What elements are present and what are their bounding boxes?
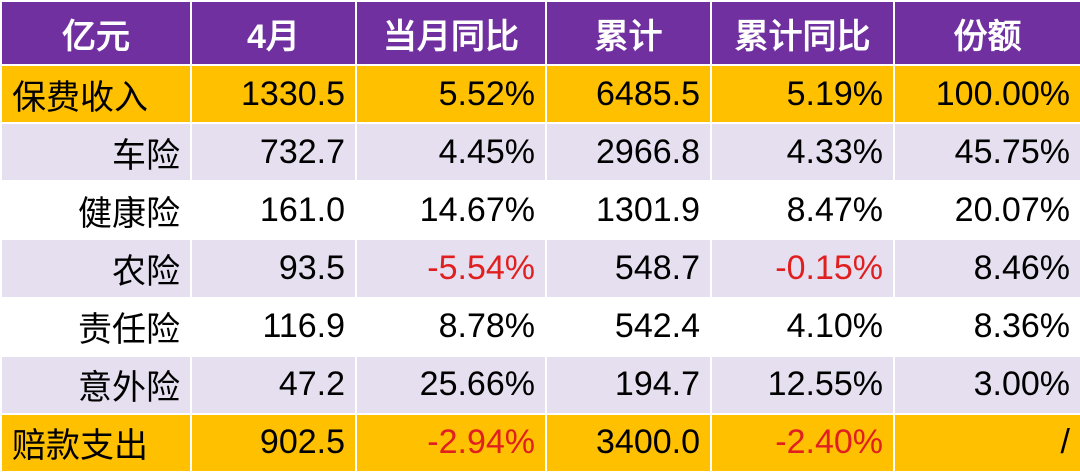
cell: 93.5 (190, 238, 357, 299)
cell: 5.52% (355, 63, 547, 125)
cell: 8.46% (893, 238, 1080, 299)
table-row: 车险 732.7 4.45% 2966.8 4.33% 45.75% (0, 122, 1080, 183)
cell: / (893, 412, 1080, 473)
cell: 8.36% (893, 296, 1080, 357)
header-cell: 当月同比 (355, 0, 547, 66)
cell: 2966.8 (545, 122, 712, 183)
table-body: 保费收入 1330.5 5.52% 6485.5 5.19% 100.00% 车险 732.7… (0, 63, 1080, 473)
header-cell: 亿元 (0, 0, 192, 66)
row-label: 农险 (0, 238, 192, 299)
row-label: 车险 (0, 122, 192, 183)
cell: 8.78% (355, 296, 547, 357)
cell: 4.33% (710, 122, 895, 183)
row-label: 赔款支出 (0, 412, 192, 473)
cell: 12.55% (710, 354, 895, 415)
cell: 8.47% (710, 180, 895, 241)
header-row: 亿元 4月 当月同比 累计 累计同比 份额 (0, 0, 1080, 66)
cell: 6485.5 (545, 63, 712, 125)
cell: 1301.9 (545, 180, 712, 241)
cell: 902.5 (190, 412, 357, 473)
header-cell: 份额 (893, 0, 1080, 66)
table-row: 保费收入 1330.5 5.52% 6485.5 5.19% 100.00% (0, 63, 1080, 125)
table-row: 健康险 161.0 14.67% 1301.9 8.47% 20.07% (0, 180, 1080, 241)
header-cell: 累计同比 (710, 0, 895, 66)
header-cell: 累计 (545, 0, 712, 66)
row-label: 责任险 (0, 296, 192, 357)
cell: 25.66% (355, 354, 547, 415)
cell: -2.94% (355, 412, 547, 473)
cell: -5.54% (355, 238, 547, 299)
cell: 4.45% (355, 122, 547, 183)
row-label: 意外险 (0, 354, 192, 415)
cell: 548.7 (545, 238, 712, 299)
cell: 194.7 (545, 354, 712, 415)
cell: -0.15% (710, 238, 895, 299)
cell: 116.9 (190, 296, 357, 357)
row-label: 健康险 (0, 180, 192, 241)
cell: 1330.5 (190, 63, 357, 125)
cell: 4.10% (710, 296, 895, 357)
row-label: 保费收入 (0, 63, 192, 125)
table-row: 赔款支出 902.5 -2.94% 3400.0 -2.40% / (0, 412, 1080, 473)
cell: 3400.0 (545, 412, 712, 473)
table-row: 农险 93.5 -5.54% 548.7 -0.15% 8.46% (0, 238, 1080, 299)
cell: 14.67% (355, 180, 547, 241)
cell: 3.00% (893, 354, 1080, 415)
cell: 20.07% (893, 180, 1080, 241)
table-row: 意外险 47.2 25.66% 194.7 12.55% 3.00% (0, 354, 1080, 415)
cell: 161.0 (190, 180, 357, 241)
cell: 542.4 (545, 296, 712, 357)
cell: 47.2 (190, 354, 357, 415)
cell: 45.75% (893, 122, 1080, 183)
cell: 732.7 (190, 122, 357, 183)
header-cell: 4月 (190, 0, 357, 66)
cell: 5.19% (710, 63, 895, 125)
cell: 100.00% (893, 63, 1080, 125)
table-row: 责任险 116.9 8.78% 542.4 4.10% 8.36% (0, 296, 1080, 357)
cell: -2.40% (710, 412, 895, 473)
